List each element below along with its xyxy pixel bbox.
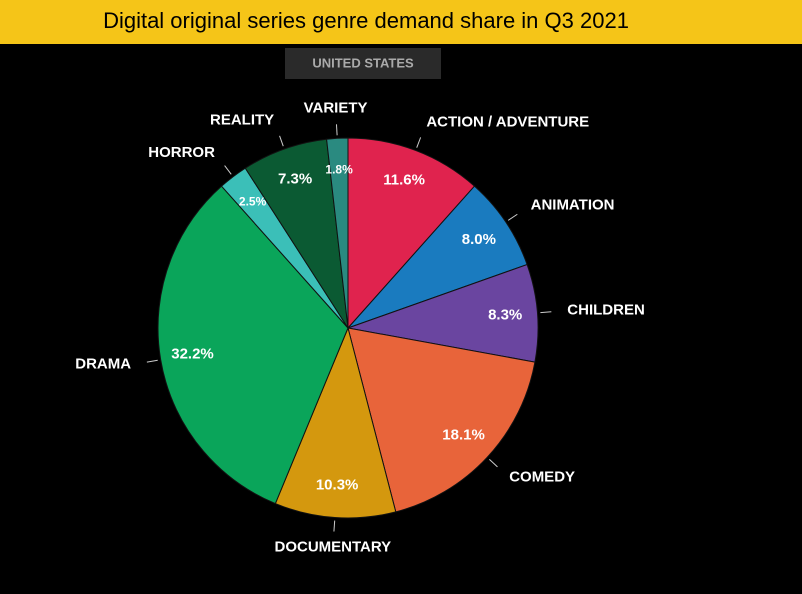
value-label: 8.0% bbox=[462, 231, 496, 248]
pie-slice bbox=[347, 185, 528, 329]
value-label: 32.2% bbox=[171, 345, 214, 362]
category-label: COMEDY bbox=[509, 469, 575, 486]
pie-slice bbox=[157, 185, 349, 505]
leader-line bbox=[540, 311, 552, 314]
category-label: REALITY bbox=[210, 112, 274, 129]
leader-line bbox=[507, 213, 518, 221]
value-label: 1.8% bbox=[325, 163, 353, 177]
value-label: 11.6% bbox=[383, 172, 425, 189]
leader-line bbox=[279, 135, 284, 147]
title-band bbox=[0, 0, 802, 44]
category-label: ANIMATION bbox=[531, 196, 615, 213]
value-label: 18.1% bbox=[442, 426, 485, 443]
pie-slice bbox=[326, 137, 349, 329]
subtitle-box bbox=[285, 48, 441, 79]
chart-title: Digital original series genre demand sha… bbox=[103, 8, 629, 33]
category-label: HORROR bbox=[148, 144, 215, 161]
pie-slice bbox=[347, 137, 476, 330]
leader-line bbox=[224, 165, 232, 175]
subtitle: UNITED STATES bbox=[312, 55, 414, 70]
value-label: 8.3% bbox=[488, 306, 522, 323]
category-label: DOCUMENTARY bbox=[274, 538, 391, 555]
pie-slice bbox=[274, 326, 397, 519]
leader-line bbox=[333, 520, 336, 532]
value-label: 7.3% bbox=[278, 170, 312, 187]
pie-slice bbox=[346, 263, 539, 363]
category-label: CHILDREN bbox=[567, 301, 645, 318]
leader-line bbox=[489, 458, 498, 468]
category-label: ACTION / ADVENTURE bbox=[426, 113, 589, 130]
leader-line bbox=[146, 359, 158, 363]
value-label: 2.5% bbox=[239, 195, 267, 209]
category-label: DRAMA bbox=[75, 356, 131, 373]
leader-line bbox=[416, 137, 422, 148]
value-label: 10.3% bbox=[316, 476, 359, 493]
pie-slice bbox=[347, 327, 536, 513]
category-label: VARIETY bbox=[304, 99, 368, 116]
leader-line bbox=[335, 124, 338, 136]
